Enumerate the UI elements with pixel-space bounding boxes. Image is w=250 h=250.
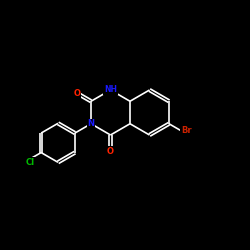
Text: NH: NH <box>104 86 117 94</box>
Text: O: O <box>107 147 114 156</box>
Text: N: N <box>88 119 94 128</box>
Text: Cl: Cl <box>26 158 35 167</box>
Text: O: O <box>74 89 80 98</box>
Text: Br: Br <box>181 126 192 135</box>
